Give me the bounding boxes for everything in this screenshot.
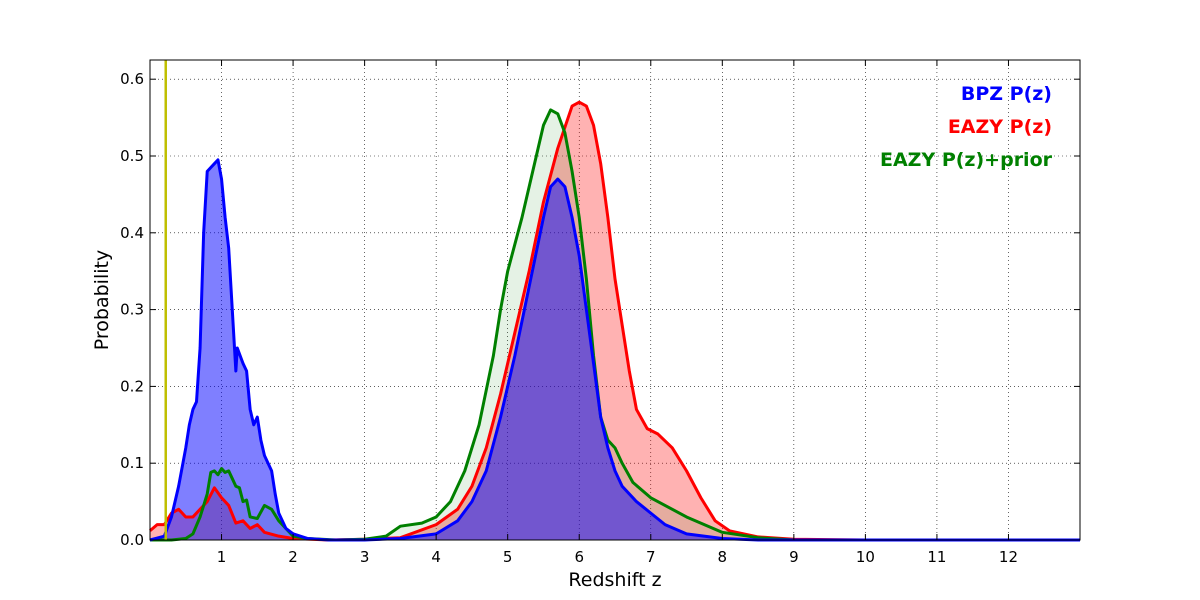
y-tick-label: 0.6 [120,70,144,88]
y-tick-label: 0.1 [120,454,144,472]
x-tick-label: 6 [574,548,584,566]
series-lines [149,100,1080,542]
x-tick-label: 7 [646,548,656,566]
y-tick-label: 0.2 [120,377,144,395]
plot-area [150,60,1080,540]
y-tick-label: 0.4 [120,224,144,242]
x-tick-label: 8 [718,548,728,566]
legend-entry: BPZ P(z) [961,83,1052,105]
legend-entry: EAZY P(z)+prior [880,149,1053,171]
series-area-eazy-p-z [150,102,1080,541]
x-tick-label: 1 [217,548,227,566]
series-line-bpz-p-z [149,158,1080,542]
plot-frame [149,59,1081,541]
series-line-eazy-p-z [149,100,1080,542]
legend: BPZ P(z) EAZY P(z) EAZY P(z)+prior [880,83,1053,171]
y-axis-label: Probability [91,250,113,350]
y-axis-ticks: 0.0 0.1 0.2 0.3 0.4 0.5 0.6 [120,70,1080,549]
y-tick-label: 0.5 [120,147,144,165]
x-axis-ticks: 1 2 3 4 5 6 7 8 9 10 11 12 [217,60,1018,566]
legend-entry: EAZY P(z) [948,116,1052,138]
x-tick-label: 10 [856,548,875,566]
x-tick-label: 2 [288,548,298,566]
x-tick-label: 5 [503,548,513,566]
y-tick-label: 0.3 [120,301,144,319]
x-tick-label: 12 [999,548,1018,566]
x-tick-label: 11 [927,548,946,566]
x-tick-label: 4 [431,548,441,566]
series-area-eazy-p-z-prior [150,109,1080,541]
y-tick-label: 0.0 [120,531,144,549]
x-tick-label: 9 [789,548,799,566]
x-axis-label: Redshift z [568,569,661,591]
x-tick-label: 3 [360,548,370,566]
